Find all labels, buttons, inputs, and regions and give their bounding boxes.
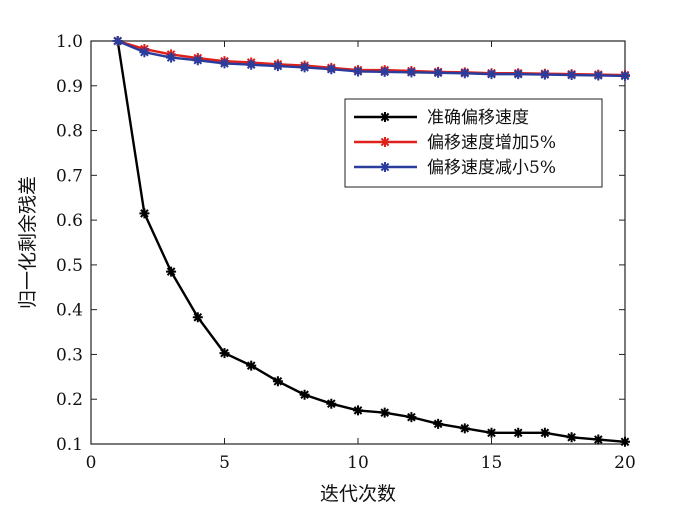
y-tick-label: 0.6 — [56, 211, 83, 231]
data-point — [459, 423, 470, 434]
legend-item: 准确偏移速度 — [354, 108, 529, 128]
data-point — [299, 389, 310, 400]
y-tick-label: 0.8 — [56, 122, 83, 142]
data-point — [192, 55, 203, 66]
y-tick-label: 0.1 — [56, 435, 83, 455]
data-point — [299, 62, 310, 73]
y-tick-label: 1.0 — [56, 32, 83, 52]
data-point — [486, 69, 497, 80]
y-axis-title: 归一化剩余残差 — [17, 176, 39, 309]
data-point — [272, 376, 283, 387]
data-point — [433, 418, 444, 429]
data-point — [433, 67, 444, 78]
data-point — [513, 69, 524, 80]
data-point — [326, 64, 337, 75]
legend-marker — [380, 162, 390, 172]
y-tick-label: 0.2 — [56, 390, 83, 410]
x-tick-label: 10 — [347, 453, 369, 473]
data-point — [539, 69, 550, 80]
data-point — [620, 436, 630, 447]
data-point — [139, 208, 150, 219]
legend-label: 偏移速度增加5% — [427, 133, 556, 153]
data-point — [593, 70, 604, 81]
y-tick-label: 0.9 — [56, 77, 83, 97]
data-point — [246, 360, 257, 371]
data-point — [139, 47, 150, 58]
x-axis-title: 迭代次数 — [320, 483, 396, 505]
series-1 — [112, 36, 630, 447]
data-point — [192, 312, 203, 323]
data-point — [459, 68, 470, 79]
data-point — [406, 412, 417, 423]
legend-item: 偏移速度增加5% — [354, 133, 556, 153]
data-point — [112, 36, 123, 46]
axes: 0 5 10 15 20 0.1 0.2 0.3 0.4 0.5 0.6 0.7 0.8 0.9 1.0 — [56, 32, 636, 473]
series-2 — [112, 36, 630, 81]
data-point — [379, 66, 390, 77]
y-tick-label: 0.3 — [56, 345, 83, 365]
x-tick-label: 0 — [86, 453, 97, 473]
data-point — [219, 58, 230, 69]
data-point — [326, 398, 337, 409]
data-point — [219, 348, 230, 359]
data-point — [272, 61, 283, 72]
data-point — [539, 427, 550, 438]
data-point — [246, 59, 257, 70]
legend-marker — [380, 137, 390, 147]
data-point — [566, 432, 577, 443]
data-point — [379, 407, 390, 418]
y-tick-label: 0.4 — [56, 301, 83, 321]
legend-label: 准确偏移速度 — [427, 108, 529, 128]
data-point — [166, 266, 177, 277]
data-point — [513, 427, 524, 438]
x-tick-label: 15 — [481, 453, 503, 473]
legend-marker — [380, 112, 390, 122]
y-tick-label: 0.5 — [56, 256, 83, 276]
x-tick-label: 5 — [219, 453, 230, 473]
y-tick-label: 0.7 — [56, 166, 83, 186]
series-layer — [112, 36, 630, 447]
data-point — [353, 405, 363, 416]
data-point — [486, 427, 497, 438]
legend-item: 偏移速度减小5% — [354, 158, 556, 178]
data-point — [620, 70, 630, 81]
series-3 — [112, 36, 630, 81]
legend-label: 偏移速度减小5% — [427, 158, 556, 178]
data-point — [566, 70, 577, 81]
data-point — [166, 52, 177, 63]
x-tick-label: 20 — [614, 453, 636, 473]
data-point — [406, 67, 417, 78]
data-point — [593, 434, 604, 445]
data-point — [353, 66, 363, 77]
